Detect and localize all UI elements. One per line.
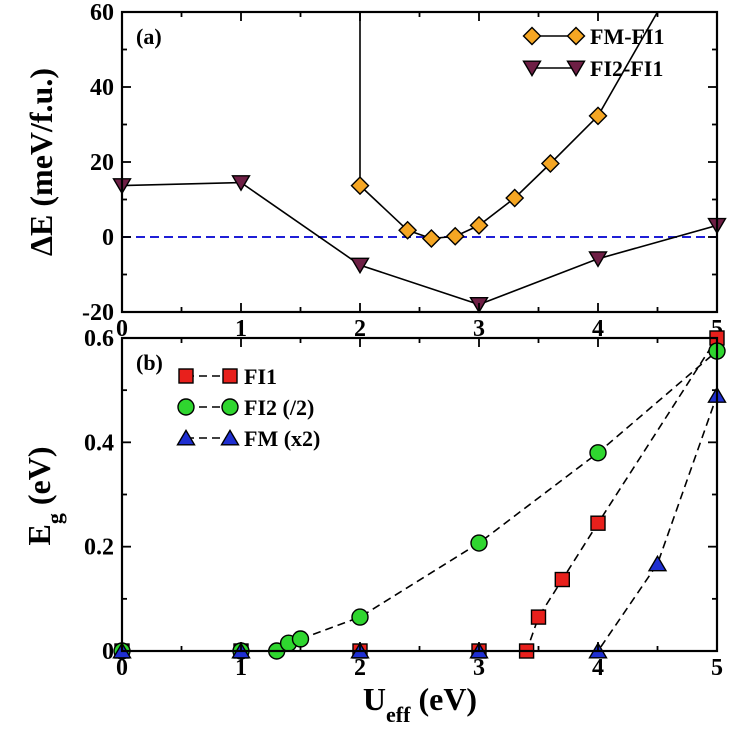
legend-label: FM (x2): [244, 426, 320, 451]
y-tick-label: -20: [82, 300, 114, 326]
legend-marker: [522, 60, 542, 78]
series-line-fi1: [122, 338, 717, 651]
data-point-fm-fi1: [398, 220, 418, 240]
legend-marker: [566, 26, 586, 46]
data-point-fi2-2-: [589, 444, 607, 462]
legend-label: FI1: [244, 364, 277, 389]
data-point-fm-fi1: [540, 154, 560, 173]
panel-b: 0 1 2 3 4 5 0 0.2 0.4 0.6 (b) FI1 FI2 (/2) FM (x2) Eg (…: [21, 326, 727, 727]
y-tick-label: 20: [90, 150, 114, 176]
legend-marker: [220, 428, 240, 446]
y-tick-label: 0: [102, 225, 114, 251]
y-tick-label: 0.4: [84, 430, 114, 456]
data-point-fm-fi1: [421, 229, 441, 248]
x-tick-label: 0: [116, 655, 128, 681]
x-tick-label: 3: [473, 316, 485, 342]
data-point-fm-fi1: [469, 215, 489, 235]
data-point-fm-fi1: [505, 188, 525, 208]
x-tick-label: 0: [116, 316, 128, 342]
plot-area-b: [122, 338, 717, 651]
data-point-fm-fi1: [350, 176, 370, 196]
data-point-fi2-fi1: [231, 175, 251, 192]
legend-marker: [566, 60, 586, 78]
x-tick-label: 2: [354, 316, 366, 342]
legend-label: FM-FI1: [590, 24, 665, 49]
series-line-fi2-fi1: [122, 181, 717, 306]
data-point-fi2-fi1: [350, 257, 370, 275]
x-tick-label: 5: [711, 655, 723, 681]
legend-marker: [177, 398, 195, 416]
legend-marker: [222, 368, 238, 384]
x-tick-label: 1: [235, 655, 247, 681]
y-axis-title-b: Eg (eV): [21, 447, 67, 546]
x-axis-title-rest: (eV): [418, 681, 477, 717]
data-point-fi2-2-: [291, 630, 310, 648]
series-line-fm-fi1: [359, 12, 659, 240]
legend-label: FI2 (/2): [244, 395, 314, 420]
data-point-fi1: [554, 571, 570, 588]
data-point-fi2-fi1: [588, 251, 608, 268]
data-point-fi1: [590, 515, 606, 531]
data-point-fm-x2-: [647, 554, 668, 572]
y-tick-label: 0: [102, 639, 114, 665]
panel-label: (a): [136, 24, 162, 49]
y-axis-title-sub: g: [42, 513, 67, 524]
series-line-fm-x2-: [122, 395, 717, 651]
panel-label: (b): [136, 350, 163, 375]
y-tick-label: 60: [90, 0, 114, 26]
legend-marker: [178, 368, 194, 384]
legend-marker: [221, 398, 239, 416]
legend-label: FI2-FI1: [590, 56, 663, 81]
x-tick-label: 1: [235, 316, 247, 342]
data-point-fm-fi1: [445, 226, 465, 246]
x-axis-title-sub: eff: [386, 702, 411, 727]
y-axis-title-a: ΔE (meV/f.u.): [23, 68, 59, 256]
y-tick-label: 40: [90, 75, 114, 101]
x-tick-label: 4: [592, 316, 604, 342]
series-line-fi2-2-: [122, 350, 717, 651]
y-axis-title-rest: (eV): [21, 447, 57, 506]
data-point-fi2-2-: [351, 608, 369, 626]
plot-frame: [120, 336, 719, 653]
x-tick-label: 2: [354, 655, 366, 681]
y-tick-label: 0.2: [84, 535, 114, 561]
y-axis-title-main: E: [21, 524, 57, 545]
x-axis-title-b: Ueff (eV): [363, 681, 477, 727]
data-point-fm-fi1: [588, 106, 608, 126]
legend-marker: [176, 428, 196, 446]
legend-marker: [522, 26, 542, 46]
x-tick-label: 3: [473, 655, 485, 681]
data-point-fi2-2-: [470, 534, 488, 552]
y-tick-label: 0.6: [84, 326, 114, 352]
x-tick-label: 4: [592, 655, 604, 681]
plot-area-a: [122, 12, 717, 306]
data-point-fi1: [530, 609, 547, 625]
x-axis-title-main: U: [363, 681, 386, 717]
